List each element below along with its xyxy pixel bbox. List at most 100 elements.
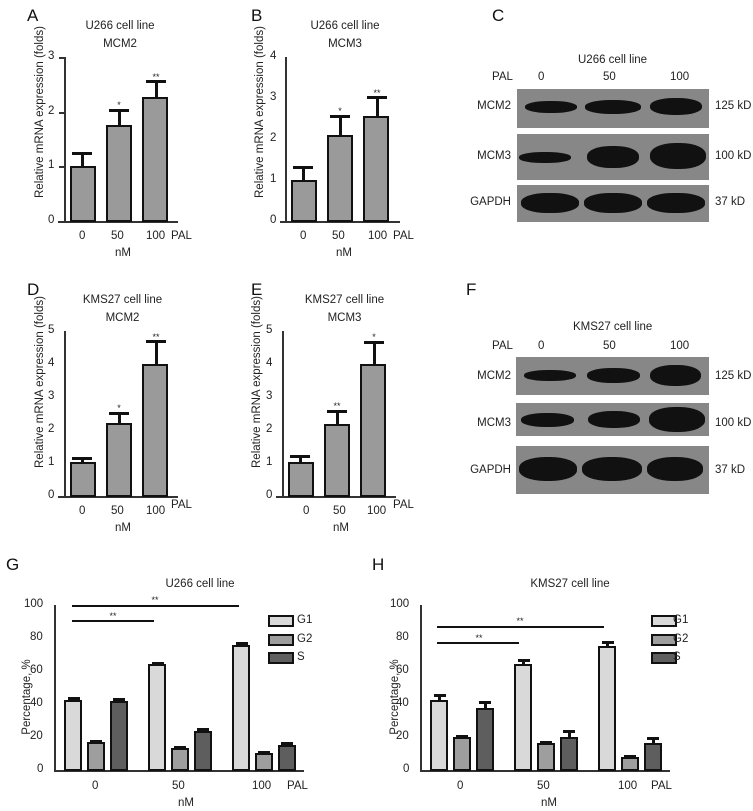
treatment-label: PAL: [171, 230, 192, 242]
significance-mark: **: [373, 88, 381, 98]
band: [519, 152, 571, 163]
significance-mark: **: [152, 332, 160, 342]
x-axis-unit: nM: [115, 522, 131, 534]
band: [524, 370, 576, 381]
chart-title: KMS27 cell line: [530, 578, 610, 590]
error-cap: [367, 96, 387, 99]
y-axis: [64, 331, 66, 497]
x-tick: 0: [79, 505, 86, 517]
error-cap: [146, 340, 166, 343]
panel-letter: A: [27, 6, 39, 25]
treatment-label: PAL: [393, 499, 414, 511]
bar-0: [70, 166, 96, 222]
legend-label-s: S: [673, 651, 681, 663]
error-bar: [302, 167, 305, 181]
legend-label-s: S: [297, 651, 305, 663]
band: [588, 411, 640, 428]
bar-g1-50: [148, 664, 166, 771]
y-axis: [64, 57, 66, 222]
band: [584, 193, 642, 213]
x-tick: 0: [300, 230, 307, 242]
treatment-label: PAL: [492, 340, 513, 352]
protein-label: MCM3: [477, 417, 511, 429]
tick-mark: [59, 166, 64, 168]
chart-subtitle: MCM2: [105, 312, 140, 324]
lane-label: 50: [603, 340, 616, 352]
y-axis: [54, 605, 56, 771]
bar-100: [363, 116, 389, 222]
significance-mark: **: [333, 401, 341, 411]
protein-label: GAPDH: [470, 464, 511, 476]
band: [650, 143, 706, 169]
significance-mark: **: [109, 611, 117, 621]
panel-letter: F: [466, 280, 477, 299]
legend-swatch-g1: [268, 615, 294, 627]
bar-g2-100: [255, 753, 273, 771]
x-tick: 0: [303, 505, 310, 517]
error-cap: [290, 455, 310, 458]
error-cap: [647, 737, 659, 740]
y-tick: 20: [30, 730, 43, 742]
chart-subtitle: MCM3: [327, 312, 362, 324]
treatment-label: PAL: [393, 230, 414, 242]
band: [650, 98, 702, 115]
y-axis-label: Relative mRNA expression (folds): [34, 26, 46, 198]
error-cap: [434, 694, 446, 697]
x-axis-unit: nM: [336, 247, 352, 259]
significance-line: [437, 642, 519, 644]
error-bar: [606, 642, 609, 648]
bar-50: [106, 125, 132, 222]
y-tick: 4: [270, 50, 277, 62]
x-tick: 0: [457, 780, 464, 792]
lane-label: 100: [670, 340, 690, 352]
x-axis-unit: nM: [115, 247, 131, 259]
lane-label: 50: [603, 71, 616, 83]
bar-50: [327, 135, 353, 222]
y-axis: [282, 331, 284, 497]
y-tick: 3: [270, 91, 277, 103]
error-cap: [293, 166, 313, 169]
error-cap: [258, 751, 270, 754]
y-tick: 80: [396, 631, 409, 643]
band: [521, 193, 579, 213]
protein-label: MCM2: [477, 100, 511, 112]
y-tick: 100: [24, 598, 44, 610]
chart-subtitle: MCM2: [103, 38, 137, 50]
error-cap: [72, 457, 92, 460]
error-cap: [109, 109, 129, 112]
y-tick: 2: [48, 423, 55, 435]
legend-label-g2: G2: [673, 633, 689, 645]
error-bar: [118, 413, 121, 426]
y-tick: 60: [396, 664, 409, 676]
protein-label: MCM3: [477, 150, 511, 162]
chart-subtitle: MCM3: [328, 38, 362, 50]
lane-label: 100: [670, 71, 690, 83]
x-tick: 100: [146, 505, 166, 517]
y-tick: 2: [48, 105, 55, 117]
error-bar: [81, 458, 84, 465]
error-cap: [174, 746, 186, 749]
y-tick: 0: [48, 214, 55, 226]
protein-label: MCM2: [477, 370, 511, 382]
error-bar: [373, 342, 376, 366]
x-tick: 0: [92, 780, 99, 792]
x-axis-unit: nM: [333, 522, 349, 534]
bar-100: [142, 97, 168, 222]
x-tick: 100: [368, 230, 388, 242]
blot-strip-gapdh: [516, 446, 709, 494]
band: [647, 193, 705, 213]
x-tick: 50: [111, 230, 124, 242]
x-tick: 0: [79, 230, 86, 242]
error-cap: [479, 701, 491, 704]
y-tick: 40: [30, 697, 43, 709]
error-cap: [72, 152, 92, 155]
molecular-weight-label: 100 kD: [715, 150, 752, 162]
x-axis-unit: nM: [541, 797, 557, 809]
error-cap: [281, 742, 293, 745]
error-bar: [522, 660, 525, 666]
bar-g1-0: [430, 700, 448, 771]
y-axis-label: Relative mRNA expression (folds): [34, 296, 46, 468]
error-bar: [336, 411, 339, 426]
error-cap: [236, 642, 248, 645]
y-tick: 0: [37, 763, 44, 775]
